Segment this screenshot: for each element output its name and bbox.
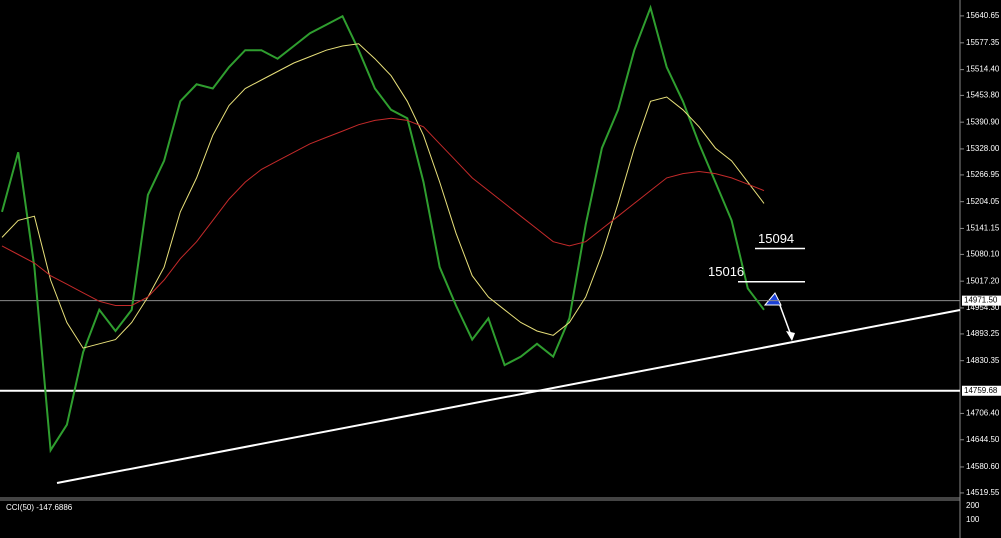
- y-tick-label: 15266.95: [966, 170, 1000, 179]
- y-tick-label: 14644.50: [966, 435, 1000, 444]
- y-tick-label: 15577.35: [966, 38, 1000, 47]
- series-line: [1, 4, 765, 454]
- level-box: [962, 295, 1001, 306]
- arrow: [777, 299, 793, 339]
- y-tick-label: 15453.80: [966, 91, 1000, 100]
- y-tick-label: 14954.30: [966, 303, 1000, 312]
- y-tick-label: 15141.15: [966, 224, 1000, 233]
- series-line: [1, 117, 765, 306]
- y-tick-label: 15204.05: [966, 197, 1000, 206]
- trendline: [56, 309, 961, 484]
- y-tick-label: 15390.90: [966, 117, 1000, 126]
- level-box: [962, 385, 1001, 396]
- y-tick-label: 14893.25: [966, 329, 1000, 338]
- y-tick-label: 14830.35: [966, 356, 1000, 365]
- y-tick-label: 15514.40: [966, 65, 1000, 74]
- y-tick-label: 15640.65: [966, 11, 1000, 20]
- y-tick-label: 14519.55: [966, 488, 1000, 497]
- indicator-tick: 100: [966, 515, 980, 524]
- indicator-tick: 200: [966, 501, 980, 510]
- y-tick-label: 14580.60: [966, 462, 1000, 471]
- annotation-label: 15094: [758, 231, 794, 246]
- y-tick-label: 15328.00: [966, 144, 1000, 153]
- level-label: 14759.68: [964, 386, 998, 395]
- marker: [763, 292, 782, 306]
- y-tick-label: 14706.40: [966, 409, 1000, 418]
- y-tick-label: 15017.20: [966, 276, 1000, 285]
- arrow-head: [786, 331, 795, 341]
- level-label: 14971.50: [964, 296, 998, 305]
- indicator-label: CCI(50) -147.6886: [6, 503, 73, 512]
- series-line: [1, 43, 765, 349]
- annotation-label: 15016: [708, 264, 744, 279]
- y-tick-label: 15080.10: [966, 250, 1000, 259]
